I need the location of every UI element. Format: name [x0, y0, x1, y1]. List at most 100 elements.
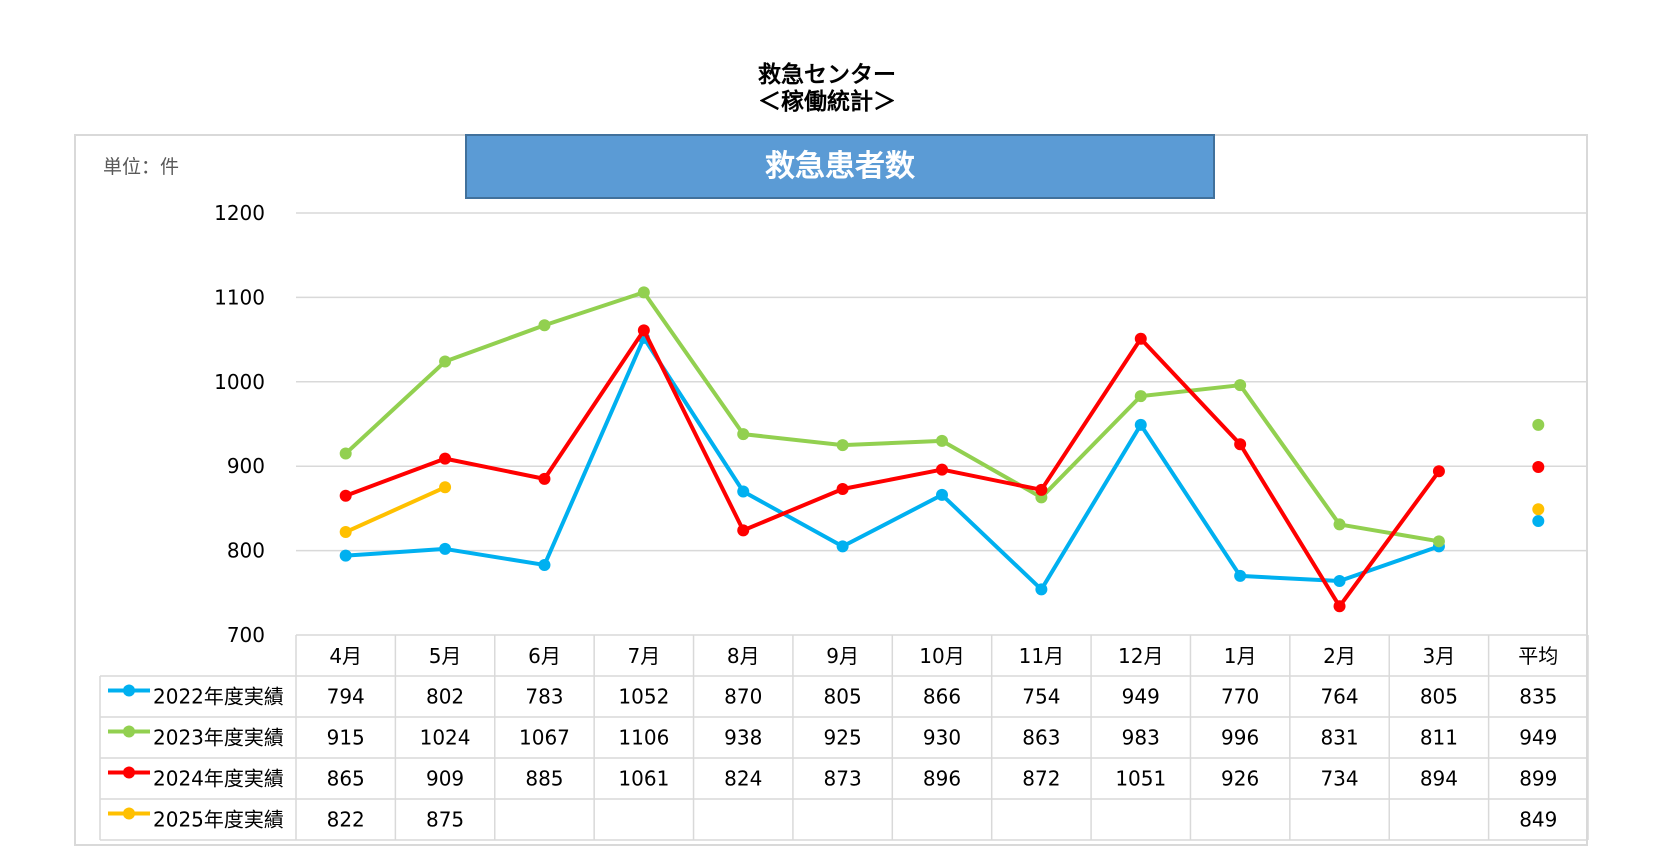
table-value: 909 — [426, 767, 464, 791]
data-point — [1432, 465, 1445, 478]
x-tick-label: 11月 — [1019, 644, 1064, 668]
legend-key-marker — [123, 684, 135, 697]
table-value: 1061 — [618, 767, 669, 791]
series-line — [343, 290, 1441, 544]
average-point — [1532, 461, 1545, 474]
average-point — [1532, 515, 1545, 528]
table-value: 770 — [1221, 685, 1259, 709]
table-value: 831 — [1320, 726, 1358, 750]
table-value: 930 — [923, 726, 961, 750]
average-point — [1532, 503, 1545, 516]
y-tick-label: 700 — [227, 623, 265, 647]
table-value: 805 — [1420, 685, 1458, 709]
data-point — [439, 481, 452, 494]
table-value: 875 — [426, 808, 464, 832]
data-point — [1134, 390, 1147, 403]
table-value: 802 — [426, 685, 464, 709]
x-tick-label: 7月 — [627, 644, 660, 668]
x-tick-label-average: 平均 — [1518, 644, 1558, 668]
legend-label: 2022年度実績 — [153, 685, 284, 709]
data-point — [339, 549, 352, 562]
title-line-2: ＜稼働統計＞ — [758, 89, 896, 115]
table-value: 824 — [724, 767, 762, 791]
x-tick-label: 4月 — [329, 644, 362, 668]
table-average-value: 899 — [1519, 767, 1557, 791]
table-value: 783 — [525, 685, 563, 709]
table-average-value: 849 — [1519, 808, 1557, 832]
page-title: 救急センター ＜稼働統計＞ — [0, 62, 1654, 116]
table-value: 873 — [824, 767, 862, 791]
table-value: 983 — [1122, 726, 1160, 750]
data-point — [339, 447, 352, 460]
data-point — [1035, 483, 1048, 496]
data-point — [1333, 518, 1346, 531]
table-value: 805 — [824, 685, 862, 709]
table-value: 811 — [1420, 726, 1458, 750]
data-point — [339, 489, 352, 502]
table-value: 754 — [1022, 685, 1060, 709]
y-tick-label: 900 — [227, 454, 265, 478]
data-point — [439, 542, 452, 555]
data-point — [836, 540, 849, 553]
data-point — [836, 482, 849, 495]
data-point — [737, 485, 750, 498]
table-value: 938 — [724, 726, 762, 750]
x-tick-label: 2月 — [1323, 644, 1356, 668]
table-value: 1052 — [618, 685, 669, 709]
table-value: 794 — [327, 685, 365, 709]
y-tick-label: 1200 — [214, 201, 265, 225]
data-point — [1333, 600, 1346, 613]
data-point — [637, 286, 650, 299]
x-tick-label: 8月 — [727, 644, 760, 668]
table-value: 1051 — [1115, 767, 1166, 791]
data-point — [1432, 535, 1445, 548]
table-average-value: 949 — [1519, 726, 1557, 750]
x-tick-label: 5月 — [429, 644, 462, 668]
legend-label: 2024年度実績 — [153, 767, 284, 791]
table-value: 822 — [327, 808, 365, 832]
data-point — [1234, 569, 1247, 582]
data-point — [1234, 379, 1247, 392]
table-value: 1024 — [420, 726, 471, 750]
data-point — [836, 439, 849, 452]
table-value: 865 — [327, 767, 365, 791]
data-point — [1134, 332, 1147, 345]
legend-key-marker — [123, 725, 135, 738]
table-value: 870 — [724, 685, 762, 709]
data-point — [936, 463, 948, 476]
data-point — [936, 488, 948, 501]
data-point — [1035, 583, 1048, 596]
data-point — [737, 524, 750, 537]
data-point — [1333, 574, 1346, 587]
data-point — [637, 324, 650, 337]
table-value: 1067 — [519, 726, 570, 750]
y-tick-label: 800 — [227, 539, 265, 563]
data-point — [439, 452, 452, 465]
table-value: 885 — [525, 767, 563, 791]
data-point — [439, 355, 452, 368]
y-tick-label: 1100 — [214, 285, 265, 309]
x-tick-label: 6月 — [528, 644, 561, 668]
chart-banner: 救急患者数 — [465, 134, 1215, 199]
legend-key-marker — [123, 766, 135, 779]
title-line-1: 救急センター — [758, 62, 896, 88]
x-tick-label: 10月 — [919, 644, 964, 668]
data-point — [737, 428, 750, 441]
data-point — [538, 472, 551, 485]
series-line — [343, 335, 1441, 592]
data-point — [538, 319, 551, 332]
data-point — [936, 434, 948, 447]
series-line — [343, 485, 448, 535]
table-value: 872 — [1022, 767, 1060, 791]
legend-label: 2025年度実績 — [153, 808, 284, 832]
table-value: 894 — [1420, 767, 1458, 791]
data-point — [339, 526, 352, 539]
table-value: 996 — [1221, 726, 1259, 750]
table-value: 915 — [327, 726, 365, 750]
table-value: 866 — [923, 685, 961, 709]
table-value: 734 — [1320, 767, 1358, 791]
average-point — [1532, 418, 1545, 431]
table-average-value: 835 — [1519, 685, 1557, 709]
x-tick-label: 1月 — [1224, 644, 1257, 668]
